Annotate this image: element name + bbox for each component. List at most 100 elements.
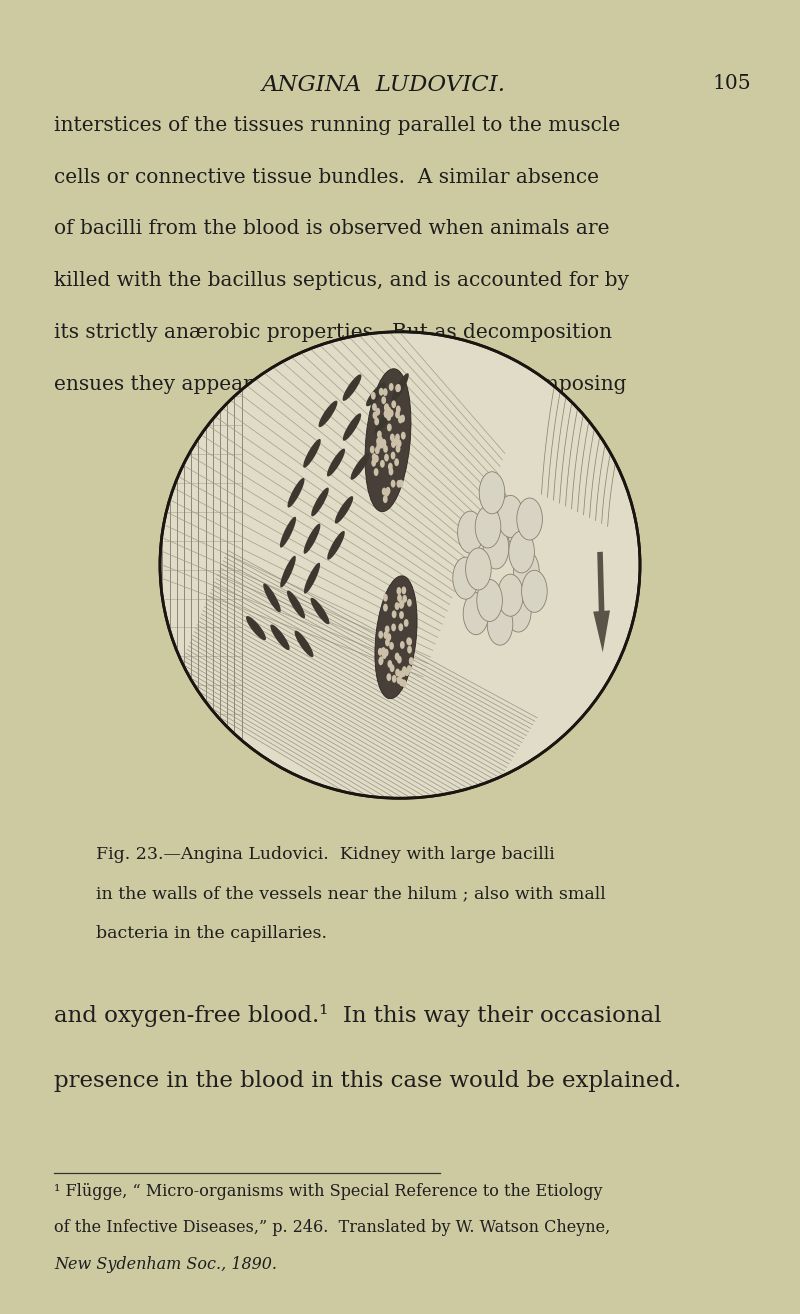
- Circle shape: [498, 574, 523, 616]
- Ellipse shape: [342, 374, 362, 401]
- Circle shape: [402, 666, 406, 674]
- Circle shape: [394, 459, 399, 466]
- Ellipse shape: [327, 531, 345, 560]
- Circle shape: [397, 480, 402, 487]
- Circle shape: [378, 631, 383, 639]
- Circle shape: [517, 498, 542, 540]
- Circle shape: [383, 594, 388, 602]
- Circle shape: [383, 445, 388, 453]
- Circle shape: [399, 600, 404, 608]
- Ellipse shape: [318, 401, 338, 427]
- Text: of bacilli from the blood is observed when animals are: of bacilli from the blood is observed wh…: [54, 219, 610, 238]
- Ellipse shape: [304, 562, 320, 594]
- Circle shape: [396, 384, 401, 392]
- Circle shape: [378, 439, 383, 447]
- Circle shape: [400, 415, 405, 423]
- Ellipse shape: [375, 576, 417, 699]
- Circle shape: [507, 509, 533, 551]
- Circle shape: [396, 406, 401, 414]
- Circle shape: [384, 403, 389, 411]
- Circle shape: [386, 413, 391, 420]
- Ellipse shape: [374, 407, 394, 434]
- Circle shape: [397, 656, 402, 664]
- Circle shape: [387, 660, 392, 668]
- Circle shape: [390, 434, 394, 442]
- Text: and oxygen-free blood.¹  In this way their occasional: and oxygen-free blood.¹ In this way thei…: [54, 1004, 662, 1028]
- Text: killed with the bacillus septicus, and is accounted for by: killed with the bacillus septicus, and i…: [54, 272, 630, 290]
- Circle shape: [374, 468, 378, 476]
- FancyArrow shape: [594, 552, 610, 652]
- Circle shape: [407, 645, 412, 653]
- Circle shape: [399, 678, 404, 686]
- Circle shape: [383, 631, 388, 639]
- Circle shape: [386, 673, 391, 681]
- Circle shape: [378, 648, 382, 656]
- Circle shape: [406, 665, 411, 673]
- Circle shape: [477, 579, 502, 622]
- Ellipse shape: [350, 453, 370, 480]
- Ellipse shape: [303, 439, 321, 468]
- Circle shape: [380, 460, 385, 468]
- Circle shape: [378, 657, 383, 665]
- Circle shape: [389, 409, 394, 417]
- Circle shape: [386, 406, 391, 414]
- Circle shape: [391, 440, 396, 448]
- Ellipse shape: [304, 524, 320, 553]
- Text: Fig. 23.—Angina Ludovici.  Kidney with large bacilli: Fig. 23.—Angina Ludovici. Kidney with la…: [96, 846, 554, 863]
- Ellipse shape: [365, 369, 411, 511]
- Circle shape: [375, 407, 380, 415]
- Text: bacteria in the capillaries.: bacteria in the capillaries.: [96, 925, 327, 942]
- Circle shape: [381, 646, 386, 654]
- Circle shape: [383, 388, 388, 396]
- Ellipse shape: [311, 487, 329, 516]
- Circle shape: [401, 432, 406, 440]
- Circle shape: [384, 410, 389, 418]
- Circle shape: [404, 619, 409, 627]
- Circle shape: [389, 643, 394, 650]
- Circle shape: [397, 439, 402, 447]
- Circle shape: [375, 447, 380, 455]
- Text: of the Infective Diseases,” p. 246.  Translated by W. Watson Cheyne,: of the Infective Diseases,” p. 246. Tran…: [54, 1219, 610, 1236]
- Ellipse shape: [280, 516, 296, 548]
- Circle shape: [371, 392, 376, 399]
- Circle shape: [458, 511, 483, 553]
- Circle shape: [385, 489, 390, 497]
- Text: interstices of the tissues running parallel to the muscle: interstices of the tissues running paral…: [54, 116, 621, 134]
- Circle shape: [387, 423, 392, 431]
- Circle shape: [400, 641, 405, 649]
- Circle shape: [384, 649, 389, 657]
- Circle shape: [466, 548, 491, 590]
- Circle shape: [398, 480, 403, 487]
- Circle shape: [453, 557, 478, 599]
- Ellipse shape: [280, 556, 296, 587]
- Circle shape: [383, 603, 388, 611]
- Circle shape: [397, 677, 402, 685]
- Circle shape: [401, 669, 406, 677]
- Ellipse shape: [287, 478, 305, 507]
- Ellipse shape: [294, 631, 314, 657]
- Circle shape: [391, 624, 396, 632]
- Circle shape: [509, 531, 534, 573]
- Circle shape: [386, 633, 391, 641]
- Circle shape: [382, 487, 386, 495]
- Circle shape: [392, 675, 397, 683]
- Circle shape: [384, 403, 389, 411]
- Circle shape: [506, 590, 531, 632]
- Circle shape: [390, 452, 395, 460]
- Ellipse shape: [391, 373, 409, 402]
- Circle shape: [377, 431, 382, 439]
- Circle shape: [498, 495, 523, 537]
- Circle shape: [389, 468, 394, 476]
- Circle shape: [399, 600, 404, 608]
- Circle shape: [384, 410, 389, 418]
- Text: cells or connective tissue bundles.  A similar absence: cells or connective tissue bundles. A si…: [54, 167, 599, 187]
- Circle shape: [382, 397, 386, 405]
- Circle shape: [390, 664, 394, 671]
- Circle shape: [383, 495, 388, 503]
- Circle shape: [398, 623, 403, 631]
- Circle shape: [487, 603, 513, 645]
- Ellipse shape: [160, 332, 640, 799]
- Ellipse shape: [366, 382, 386, 406]
- Circle shape: [402, 679, 406, 687]
- Ellipse shape: [343, 414, 361, 440]
